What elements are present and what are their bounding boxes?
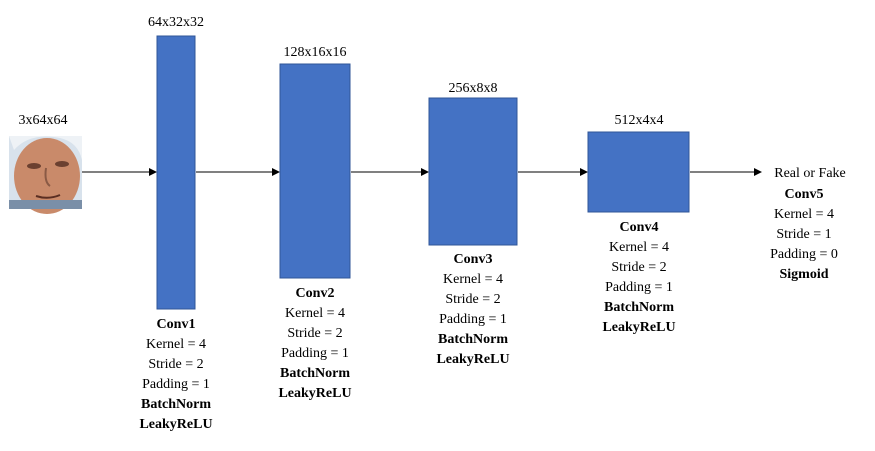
conv1-stride: Stride = 2 bbox=[148, 357, 203, 372]
conv2-padding: Padding = 1 bbox=[281, 346, 349, 361]
conv4-stride: Stride = 2 bbox=[611, 260, 666, 275]
conv5-kernel: Kernel = 4 bbox=[774, 207, 834, 222]
conv5-padding: Padding = 0 bbox=[770, 247, 838, 262]
input-shape-label: 3x64x64 bbox=[19, 113, 68, 128]
conv5-name: Conv5 bbox=[785, 187, 824, 202]
conv4-block bbox=[587, 131, 690, 213]
conv2-block bbox=[279, 63, 351, 279]
conv3-activation: LeakyReLU bbox=[436, 352, 509, 367]
conv1-block bbox=[156, 35, 196, 310]
conv4-batchnorm: BatchNorm bbox=[604, 300, 674, 315]
conv3-shape-label: 256x8x8 bbox=[449, 81, 498, 96]
conv2-activation: LeakyReLU bbox=[278, 386, 351, 401]
conv3-stride: Stride = 2 bbox=[445, 292, 500, 307]
conv1-name: Conv1 bbox=[157, 317, 196, 332]
conv3-name: Conv3 bbox=[454, 252, 493, 267]
conv5-activation: Sigmoid bbox=[779, 267, 828, 282]
conv4-activation: LeakyReLU bbox=[602, 320, 675, 335]
conv3-kernel: Kernel = 4 bbox=[443, 272, 503, 287]
conv3-batchnorm: BatchNorm bbox=[438, 332, 508, 347]
conv1-batchnorm: BatchNorm bbox=[141, 397, 211, 412]
conv4-padding: Padding = 1 bbox=[605, 280, 673, 295]
conv2-name: Conv2 bbox=[296, 286, 335, 301]
conv2-kernel: Kernel = 4 bbox=[285, 306, 345, 321]
conv3-block bbox=[428, 97, 518, 246]
conv4-name: Conv4 bbox=[620, 220, 659, 235]
conv2-shape-label: 128x16x16 bbox=[284, 45, 347, 60]
conv2-stride: Stride = 2 bbox=[287, 326, 342, 341]
input-face-image bbox=[9, 136, 82, 214]
conv1-activation: LeakyReLU bbox=[139, 417, 212, 432]
output-label: Real or Fake bbox=[774, 166, 846, 181]
conv1-shape-label: 64x32x32 bbox=[148, 15, 204, 30]
conv4-kernel: Kernel = 4 bbox=[609, 240, 669, 255]
conv1-padding: Padding = 1 bbox=[142, 377, 210, 392]
conv5-stride: Stride = 1 bbox=[776, 227, 831, 242]
conv1-kernel: Kernel = 4 bbox=[146, 337, 206, 352]
conv3-padding: Padding = 1 bbox=[439, 312, 507, 327]
conv4-shape-label: 512x4x4 bbox=[615, 113, 664, 128]
conv2-batchnorm: BatchNorm bbox=[280, 366, 350, 381]
